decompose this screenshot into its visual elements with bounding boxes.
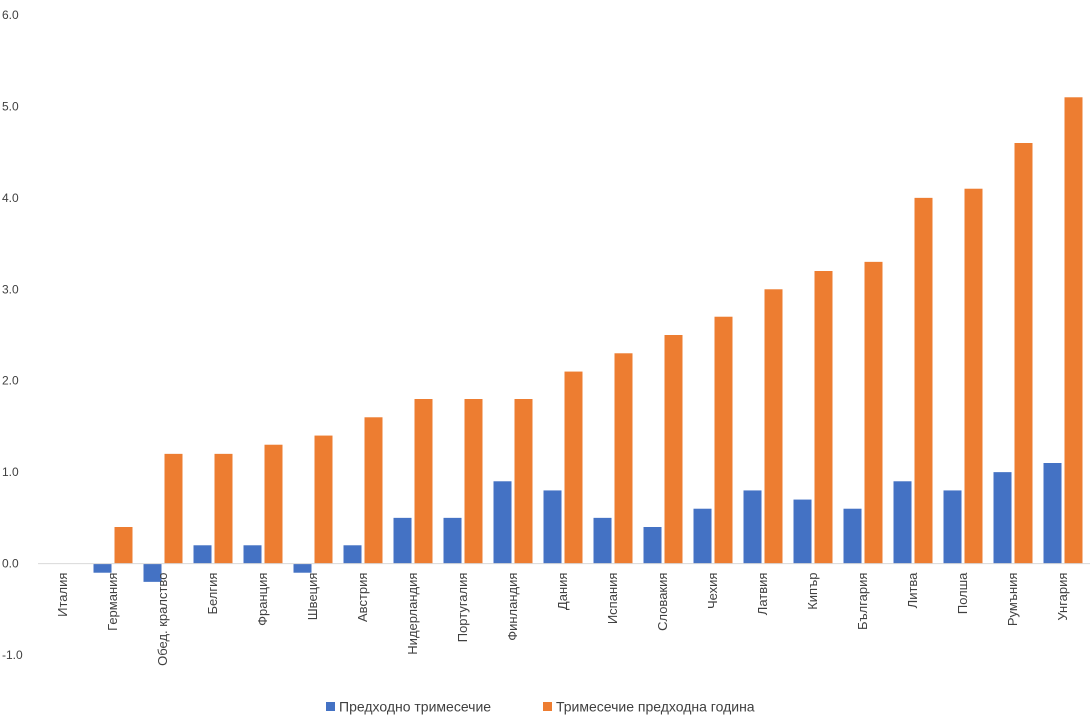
- bar-previous-quarter-13: [693, 508, 712, 564]
- legend-label-year-ago-quarter: Тримесечие предходна година: [556, 699, 755, 715]
- bar-year-ago-quarter-16: [864, 261, 883, 564]
- bar-year-ago-quarter-8: [464, 399, 483, 564]
- x-category-label: Чехия: [705, 573, 720, 609]
- y-tick-label: 0.0: [2, 557, 19, 571]
- bar-previous-quarter-3: [193, 545, 212, 564]
- x-category-label: Унгария: [1055, 573, 1070, 621]
- x-category-label: Австрия: [355, 573, 370, 622]
- x-category-label: Словакия: [655, 573, 670, 631]
- bar-previous-quarter-14: [743, 490, 762, 564]
- x-category-label: Финландия: [505, 573, 520, 641]
- legend-swatch-year-ago-quarter: [543, 702, 552, 711]
- bar-previous-quarter-4: [243, 545, 262, 564]
- bar-previous-quarter-16: [843, 508, 862, 564]
- x-category-label: Италия: [55, 573, 70, 617]
- x-category-label: Полша: [955, 572, 970, 614]
- bar-previous-quarter-19: [993, 472, 1012, 564]
- bar-year-ago-quarter-17: [914, 197, 933, 564]
- bar-year-ago-quarter-4: [264, 444, 283, 564]
- x-category-label: Кипър: [805, 573, 820, 610]
- x-category-label: Румъния: [1005, 573, 1020, 627]
- bar-year-ago-quarter-7: [414, 399, 433, 564]
- bar-previous-quarter-11: [593, 517, 612, 564]
- bar-year-ago-quarter-3: [214, 453, 233, 564]
- x-category-label: Испания: [605, 573, 620, 625]
- x-category-label: Португалия: [455, 573, 470, 643]
- x-category-label: Швеция: [305, 573, 320, 621]
- y-axis-ticks: 6.0 5.0 4.0 3.0 2.0 1.0 0.0 -1.0: [2, 8, 23, 662]
- bar-year-ago-quarter-9: [514, 399, 533, 564]
- y-tick-label: 1.0: [2, 465, 19, 479]
- bar-year-ago-quarter-18: [964, 188, 983, 564]
- x-category-label: Латвия: [755, 573, 770, 616]
- bar-previous-quarter-9: [493, 481, 512, 564]
- bar-previous-quarter-6: [343, 545, 362, 564]
- bar-previous-quarter-18: [943, 490, 962, 564]
- legend-swatch-previous-quarter: [326, 702, 335, 711]
- x-category-label: Дания: [555, 573, 570, 611]
- bar-year-ago-quarter-12: [664, 335, 683, 564]
- bar-year-ago-quarter-20: [1064, 97, 1083, 564]
- bar-year-ago-quarter-13: [714, 316, 733, 564]
- legend-label-previous-quarter: Предходно тримесечие: [339, 699, 491, 715]
- bar-previous-quarter-12: [643, 527, 662, 564]
- x-axis-labels: Италия Германия Обед. кралство Белгия Франци…: [55, 572, 1070, 666]
- y-tick-label: 6.0: [2, 8, 19, 22]
- x-category-label: Нидерландия: [405, 573, 420, 655]
- y-tick-label: -1.0: [2, 648, 23, 662]
- bar-year-ago-quarter-19: [1014, 143, 1033, 564]
- bar-previous-quarter-15: [793, 499, 812, 564]
- y-tick-label: 4.0: [2, 191, 19, 205]
- bar-year-ago-quarter-2: [164, 453, 183, 564]
- x-category-label: Германия: [105, 573, 120, 631]
- bar-year-ago-quarter-5: [314, 435, 333, 564]
- bar-previous-quarter-8: [443, 517, 462, 564]
- bar-year-ago-quarter-10: [564, 371, 583, 564]
- bar-year-ago-quarter-11: [614, 353, 633, 564]
- bar-previous-quarter-10: [543, 490, 562, 564]
- bar-previous-quarter-5: [293, 563, 312, 573]
- x-category-label: Белгия: [205, 573, 220, 615]
- bar-previous-quarter-2: [143, 563, 162, 582]
- bar-previous-quarter-7: [393, 517, 412, 564]
- x-category-label: Франция: [255, 573, 270, 626]
- y-tick-label: 2.0: [2, 374, 19, 388]
- bars: [93, 97, 1083, 582]
- bar-year-ago-quarter-14: [764, 289, 783, 564]
- bar-previous-quarter-1: [93, 563, 112, 573]
- x-category-label: България: [855, 573, 870, 630]
- bar-previous-quarter-17: [893, 481, 912, 564]
- x-category-label: Литва: [905, 572, 920, 609]
- x-category-label: Обед. кралство: [155, 573, 170, 666]
- bar-previous-quarter-20: [1043, 463, 1062, 564]
- y-tick-label: 5.0: [2, 99, 19, 113]
- bar-year-ago-quarter-6: [364, 417, 383, 564]
- legend: Предходно тримесечие Тримесечие предходн…: [326, 699, 755, 715]
- bar-year-ago-quarter-1: [114, 527, 133, 564]
- y-tick-label: 3.0: [2, 282, 19, 296]
- bar-year-ago-quarter-15: [814, 271, 833, 564]
